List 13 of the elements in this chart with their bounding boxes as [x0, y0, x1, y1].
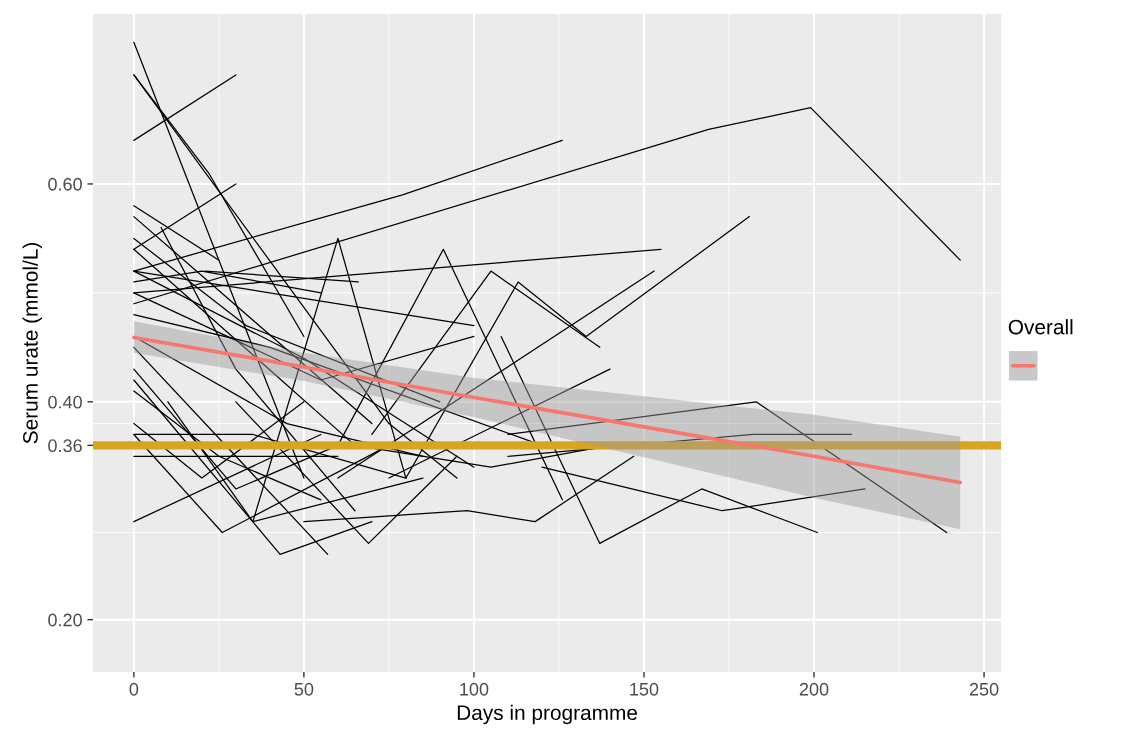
x-tick-label: 50: [294, 682, 314, 696]
x-tick-label: 200: [799, 682, 829, 696]
y-tick-label: 0.60: [48, 177, 82, 191]
x-axis-title: Days in programme: [457, 704, 638, 725]
y-axis-title: Serum urate (mmol/L): [22, 242, 42, 444]
y-tick-label: 0.36: [48, 439, 82, 453]
y-tick-label: 0.20: [48, 613, 82, 627]
x-tick-label: 150: [630, 682, 659, 696]
x-tick-label: 100: [460, 682, 489, 696]
y-tick-label: 0.40: [48, 395, 82, 409]
x-tick-label: 250: [969, 682, 999, 696]
legend-title: Overall: [1008, 319, 1073, 335]
x-tick-label: 0: [129, 682, 139, 696]
